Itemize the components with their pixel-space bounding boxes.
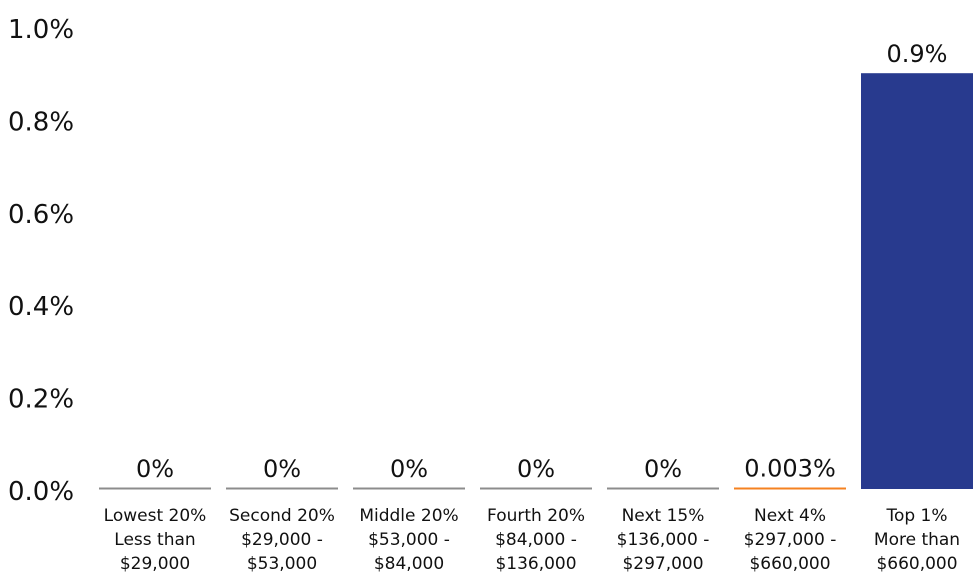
x-tick-label: $660,000: [876, 554, 957, 574]
x-tick-label: Top 1%: [885, 506, 947, 526]
x-tick-label: Next 4%: [754, 506, 826, 526]
value-labels: 0% 0% 0% 0% 0% 0.003% 0.9%: [136, 40, 948, 483]
x-tick-label: $136,000: [495, 554, 576, 574]
x-tick-label: $660,000: [749, 554, 830, 574]
x-tick-label: Lowest 20%: [104, 506, 207, 526]
data-label: 0%: [517, 455, 555, 483]
x-tick-label: Fourth 20%: [487, 506, 585, 526]
y-tick-label: 0.4%: [8, 292, 74, 322]
y-tick-label: 0.0%: [8, 477, 74, 507]
y-tick-label: 0.2%: [8, 385, 74, 415]
x-tick-label: Middle 20%: [359, 506, 458, 526]
x-tick-label: Second 20%: [229, 506, 335, 526]
data-label: 0%: [136, 455, 174, 483]
x-tick-label: $136,000 -: [617, 530, 710, 550]
y-tick-label: 1.0%: [8, 15, 74, 45]
bar: [861, 73, 973, 489]
data-label: 0.9%: [887, 40, 948, 68]
data-label: 0%: [263, 455, 301, 483]
y-tick-label: 0.8%: [8, 107, 74, 137]
data-label: 0.003%: [744, 455, 836, 483]
x-tick-label: $297,000 -: [744, 530, 837, 550]
y-tick-label: 0.6%: [8, 200, 74, 230]
x-tick-label: $53,000 -: [368, 530, 450, 550]
x-tick-label: Less than: [114, 530, 195, 550]
x-tick-label: $297,000: [622, 554, 703, 574]
x-tick-label: $84,000 -: [495, 530, 577, 550]
x-tick-label: $53,000: [247, 554, 317, 574]
y-axis: 0.0% 0.2% 0.4% 0.6% 0.8% 1.0%: [8, 15, 74, 507]
bars: [99, 73, 973, 490]
x-tick-label: $29,000: [120, 554, 190, 574]
x-tick-label: More than: [874, 530, 960, 550]
data-label: 0%: [390, 455, 428, 483]
data-label: 0%: [644, 455, 682, 483]
x-tick-label: $29,000 -: [241, 530, 323, 550]
x-tick-label: $84,000: [374, 554, 444, 574]
x-tick-label: Next 15%: [622, 506, 705, 526]
x-axis: Lowest 20% Less than $29,000 Second 20% $29,…: [104, 506, 960, 574]
